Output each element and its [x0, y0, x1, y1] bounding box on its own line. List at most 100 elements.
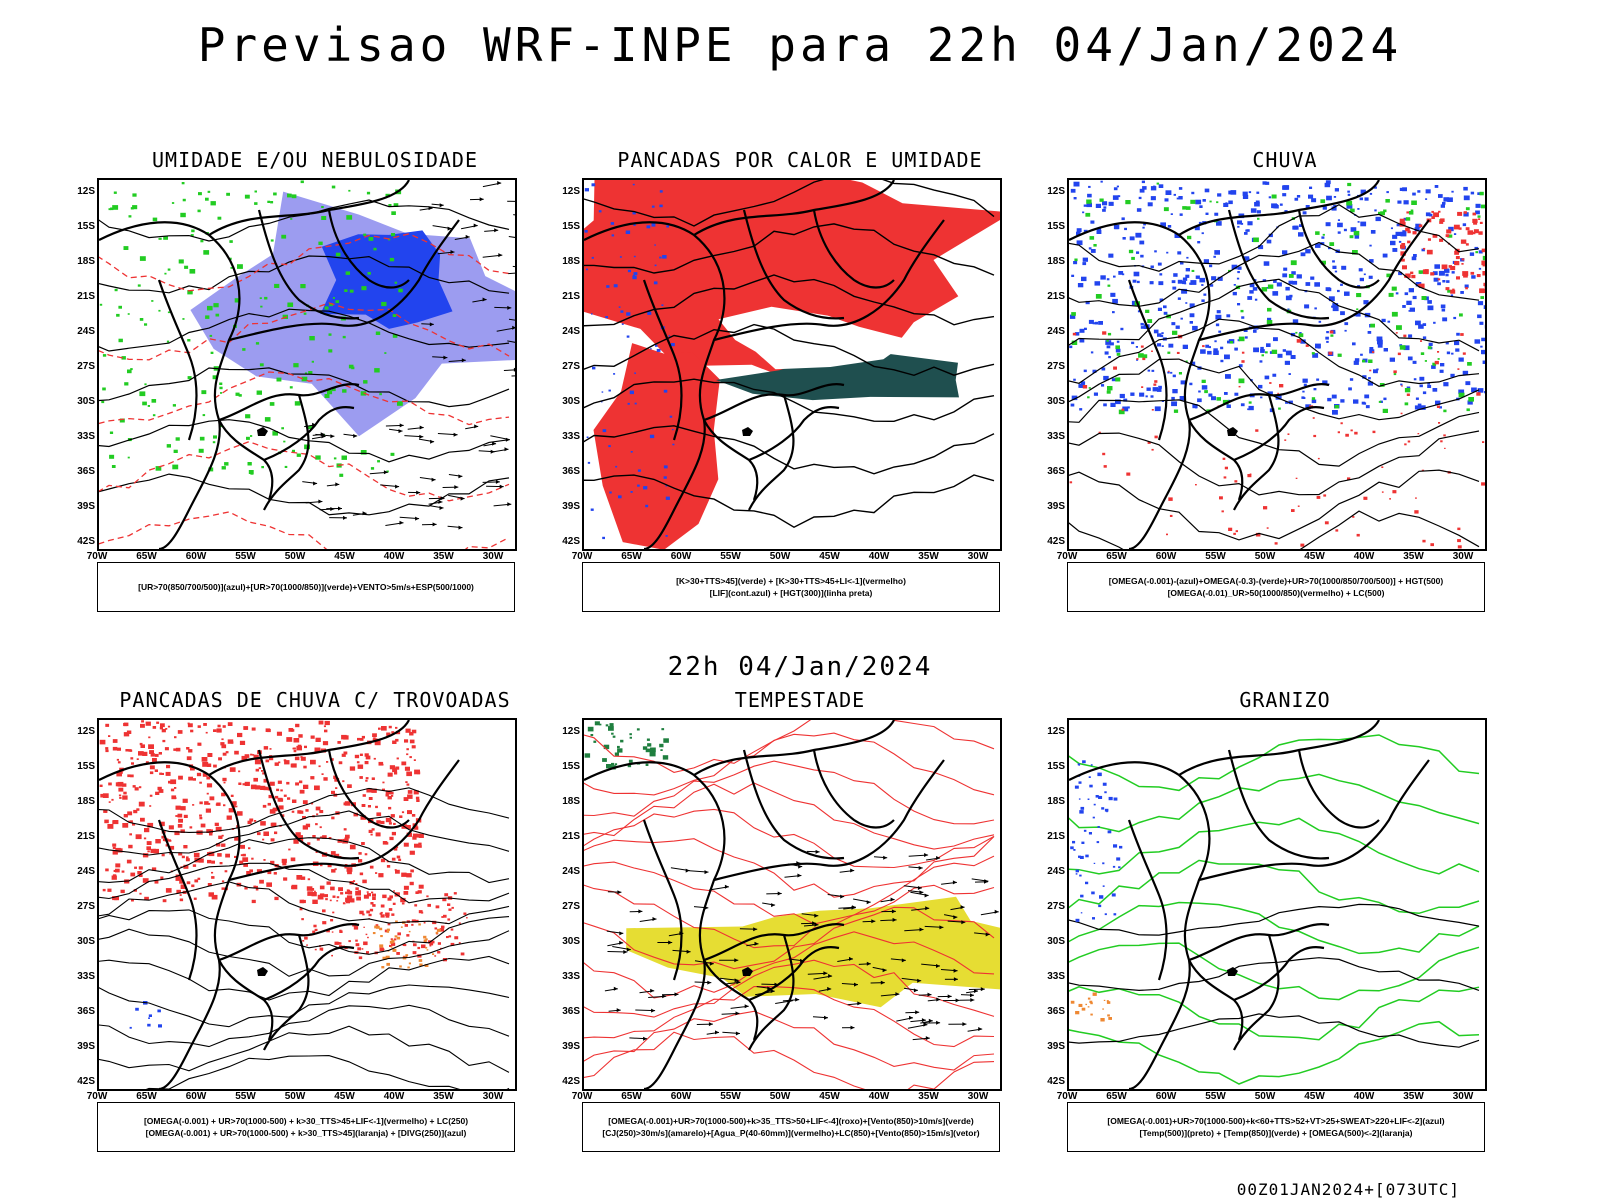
omega-rain-area [1402, 230, 1407, 234]
thunderstorm-area [192, 778, 196, 781]
thunderstorm-area [126, 730, 132, 734]
thunderstorm-area [149, 794, 153, 797]
lifted-index-contour [661, 304, 664, 306]
legend-line: [OMEGA(-0.01)_UR>50(1000/850)(vermelho) … [1167, 588, 1385, 598]
wind-vector-head [494, 228, 499, 233]
strong-omega-area [1380, 211, 1385, 216]
showers-orange-area [386, 930, 390, 933]
humidity-1000-850-area [303, 312, 307, 315]
wind-vector-head [313, 481, 318, 486]
low-level-humidity-area [1458, 227, 1462, 230]
low-level-humidity-area [1369, 369, 1372, 372]
omega-rain-area [1217, 276, 1223, 281]
latitude-tick-label: 12S [77, 726, 95, 737]
low-level-humidity-area [1397, 352, 1401, 356]
thunderstorm-area [122, 823, 129, 828]
thunderstorm-area-south [417, 946, 421, 950]
low-level-humidity-area [1277, 392, 1279, 395]
low-level-humidity-area [1102, 452, 1106, 456]
latitude-tick-label: 39S [1047, 1041, 1065, 1052]
hail-index-area [1090, 764, 1093, 766]
omega-rain-area [1465, 381, 1471, 386]
omega-rain-area [1348, 387, 1352, 391]
omega-rain-area [1299, 332, 1302, 334]
hail-index-area [1075, 869, 1079, 873]
hgt500-contour [1069, 430, 1480, 496]
strong-omega-area [1378, 211, 1382, 215]
thunderstorm-area [175, 876, 182, 881]
latitude-tick-label: 18S [77, 256, 95, 267]
lifted-index-contour [659, 256, 662, 259]
omega-rain-area [1412, 295, 1417, 300]
wind-vector-head [498, 253, 503, 258]
omega-rain-area [1418, 324, 1424, 329]
thunderstorm-area [411, 745, 416, 749]
longitude-tick-label: 60W [1155, 1091, 1177, 1102]
humidity-1000-850-area [111, 465, 116, 468]
latitude-tick-label: 39S [1047, 501, 1065, 512]
omega-rain-area [1198, 390, 1201, 393]
omega-rain-area [1184, 282, 1187, 285]
thunderstorm-area [361, 804, 366, 807]
thunderstorm-area [145, 721, 151, 726]
thunderstorm-area [107, 888, 112, 892]
thunderstorm-area [418, 842, 422, 846]
omega-rain-area [1094, 281, 1101, 286]
humidity-1000-850-area [219, 382, 223, 385]
thunderstorm-area [207, 802, 211, 805]
thunderstorm-area [138, 874, 143, 877]
humidity-1000-850-area [201, 390, 207, 395]
thunderstorm-area [330, 851, 336, 855]
panel-legend: [K>30+TTS>45](verde) + [K>30+TTS>45+LI<-… [582, 562, 1000, 612]
latitude-tick-label: 24S [77, 326, 95, 337]
political-border [1069, 761, 1211, 1089]
wind850-area [645, 763, 649, 766]
thunderstorm-area-south [312, 930, 316, 933]
omega-rain-area [1440, 204, 1445, 208]
wind-vector-head [626, 947, 631, 952]
omega-rain-area [1408, 288, 1414, 293]
omega-rain-area [1140, 326, 1145, 329]
strong-omega-area [1362, 359, 1366, 363]
thunderstorm-area [204, 801, 209, 805]
thunderstorm-area [235, 805, 238, 808]
omega-rain-area [1443, 197, 1449, 202]
thunderstorm-area [180, 884, 187, 889]
latitude-tick-label: 36S [1047, 1006, 1065, 1017]
thunderstorm-area [407, 794, 413, 799]
humidity-1000-850-area [388, 204, 392, 207]
thunderstorm-area-south [322, 909, 326, 913]
low-level-humidity-area [1438, 422, 1441, 424]
thunderstorm-area [154, 769, 158, 772]
latitude-tick-label: 24S [1047, 866, 1065, 877]
thunderstorm-area [105, 868, 109, 872]
thunderstorm-area [181, 855, 185, 859]
thunderstorm-area [364, 753, 369, 757]
political-border [1297, 209, 1380, 289]
temp850-contour [1069, 942, 1480, 1001]
thunderstorm-area-south [434, 955, 437, 957]
panel-chuva: CHUVA [OMEGA(-0.001)-(azul)+OMEGA(-0.3)-… [1047, 148, 1505, 638]
strong-omega-area [1271, 349, 1278, 354]
omega-rain-area [1194, 226, 1200, 231]
omega-rain-area [1419, 376, 1425, 381]
omega-rain-area [1311, 198, 1317, 203]
omega-rain-area [1191, 191, 1195, 195]
omega500-area [1106, 1000, 1109, 1002]
low-level-humidity-area [1147, 441, 1151, 444]
thunderstorm-area [255, 768, 259, 772]
omega-rain-area [1279, 203, 1283, 206]
omega-rain-area [1408, 334, 1413, 338]
thunderstorm-area [199, 814, 202, 817]
omega-rain-area [1111, 378, 1116, 382]
thunderstorm-area [130, 872, 136, 877]
thunderstorm-area [161, 853, 165, 857]
thunderstorm-area [199, 801, 203, 805]
humidity-1000-850-area [152, 414, 156, 417]
thunderstorm-area [122, 783, 127, 787]
thunderstorm-area [161, 835, 165, 839]
thunderstorm-area [389, 836, 394, 841]
omega500-area [1090, 1013, 1093, 1016]
wind-vector-head [924, 893, 929, 898]
omega-rain-area [1296, 274, 1302, 279]
